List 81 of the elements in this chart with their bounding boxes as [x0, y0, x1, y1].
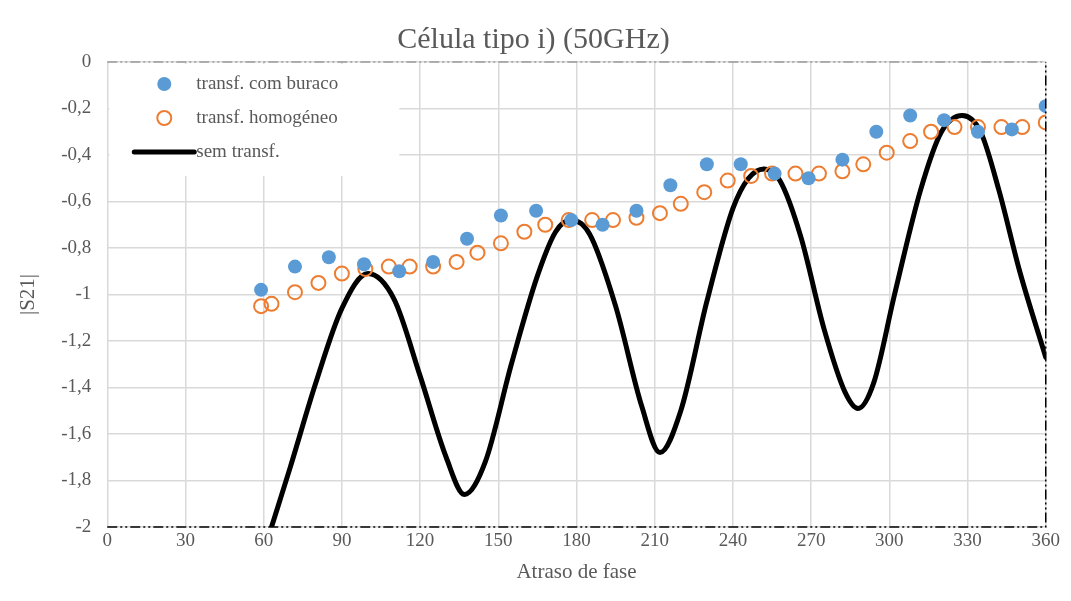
point [743, 167, 760, 184]
point [663, 178, 678, 193]
point [605, 212, 622, 229]
point [810, 165, 827, 182]
point [564, 213, 579, 228]
x-tick-label: 30 [175, 529, 195, 551]
point [629, 203, 644, 218]
y-tick-label: -1,2 [61, 328, 92, 350]
point [392, 264, 407, 279]
point [460, 231, 475, 246]
point [426, 254, 441, 269]
x-tick-label: 300 [875, 529, 904, 551]
point [937, 113, 952, 128]
x-tick-label: 330 [953, 529, 982, 551]
x-axis-title: Atraso de fase [516, 558, 637, 583]
point [903, 108, 918, 123]
point [516, 223, 533, 240]
point [1014, 119, 1031, 136]
point [448, 253, 465, 270]
point [492, 235, 509, 252]
x-tick-label: 240 [718, 529, 748, 551]
point [699, 157, 714, 172]
point [834, 163, 851, 180]
point [321, 250, 336, 265]
x-tick-label: 120 [405, 529, 435, 551]
x-tick-label: 180 [562, 529, 591, 551]
point [537, 216, 554, 233]
point [923, 123, 940, 140]
x-tick-label: 90 [332, 529, 352, 551]
point [469, 244, 486, 261]
x-tick-label: 0 [102, 529, 113, 551]
point [287, 259, 302, 274]
point [380, 258, 397, 275]
point [493, 208, 508, 223]
y-tick-label: -1,4 [61, 375, 92, 397]
chart-title: Célula tipo i) (50GHz) [397, 20, 670, 55]
point [529, 203, 544, 218]
point [584, 212, 601, 229]
y-tick-label: 0 [81, 49, 92, 71]
legend-label: sem transf. [196, 139, 280, 161]
y-tick-label: -1,8 [61, 468, 92, 490]
point [286, 284, 303, 301]
x-tick-label: 60 [254, 529, 274, 551]
legend-label: transf. homogéneo [196, 105, 338, 127]
point [672, 195, 689, 212]
point [310, 274, 327, 291]
point [835, 152, 850, 167]
y-tick-label: -2 [75, 514, 92, 536]
point [733, 157, 748, 172]
point [719, 172, 736, 189]
point [902, 133, 919, 150]
point [801, 171, 816, 186]
point [946, 119, 963, 136]
y-tick-label: -0,8 [61, 235, 92, 257]
x-tick-label: 360 [1031, 529, 1060, 551]
x-tick-label: 270 [796, 529, 826, 551]
y-tick-label: -1,6 [61, 421, 92, 443]
point [357, 257, 372, 272]
point [401, 258, 418, 275]
point [787, 165, 804, 182]
point [595, 217, 610, 232]
point [970, 124, 985, 139]
point [1004, 122, 1019, 137]
y-tick-label: -0,2 [61, 96, 92, 118]
point [855, 156, 872, 173]
x-tick-label: 150 [484, 529, 513, 551]
x-tick-label: 210 [640, 529, 669, 551]
point [263, 295, 280, 312]
y-tick-label: -0,6 [61, 189, 92, 211]
point [878, 144, 895, 161]
y-tick-label: -0,4 [61, 142, 92, 164]
point [253, 298, 270, 315]
y-tick-label: -1 [75, 282, 92, 304]
point [869, 124, 884, 139]
point [696, 184, 713, 201]
y-axis-title: |S21| [15, 273, 40, 316]
point [333, 265, 350, 282]
legend-label: transf. com buraco [196, 71, 339, 93]
point [651, 205, 668, 222]
point [993, 119, 1010, 136]
point [254, 282, 269, 297]
